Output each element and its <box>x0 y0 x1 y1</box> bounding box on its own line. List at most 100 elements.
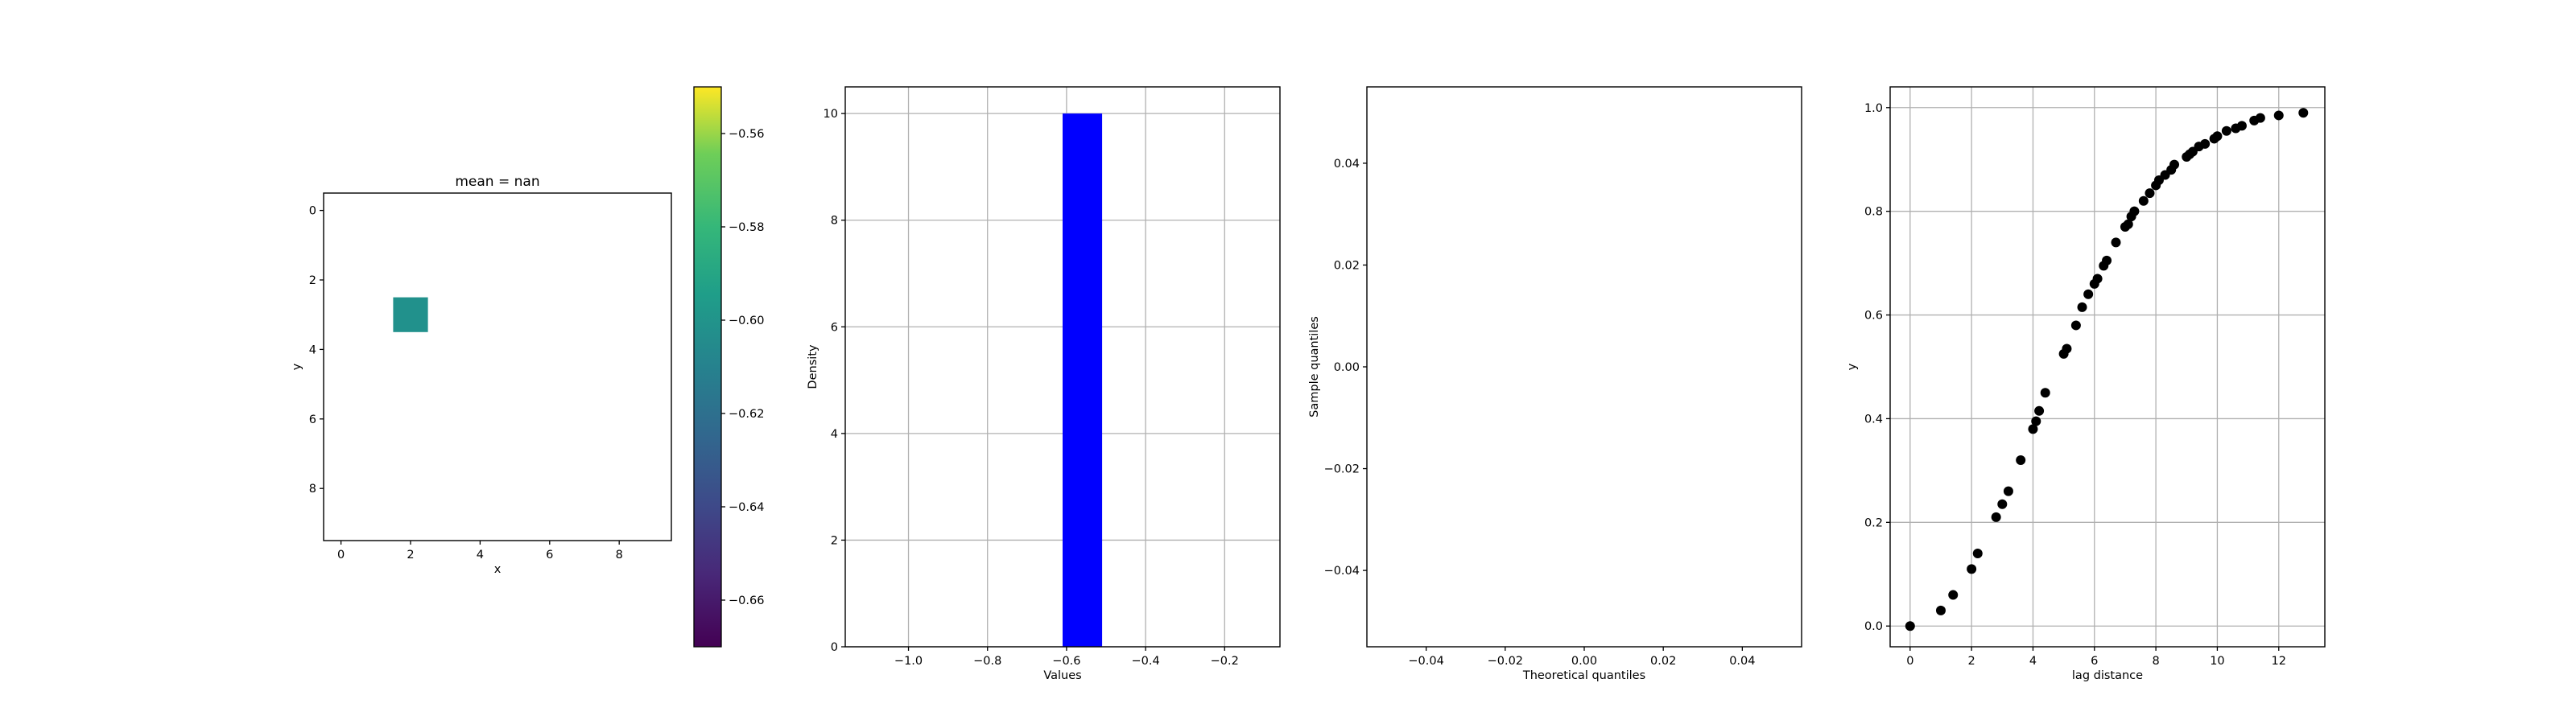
x-tick-label: 10 <box>2210 655 2224 668</box>
variogram-point <box>2236 121 2247 131</box>
y-tick-label: 2 <box>831 534 838 547</box>
y-tick-label: 4 <box>309 343 316 356</box>
y-tick-label: −0.04 <box>1324 565 1360 578</box>
variogram-point <box>2138 195 2149 206</box>
qq-x-label: Theoretical quantiles <box>1522 669 1645 682</box>
qq-y-label: Sample quantiles <box>1308 316 1321 418</box>
colorbar-ticks: −0.56 −0.58 −0.60 −0.62 −0.64 −0.66 <box>721 128 764 607</box>
x-tick-label: −0.02 <box>1488 655 1523 668</box>
variogram-point <box>2092 274 2103 284</box>
heatmap-title: mean = nan <box>455 174 539 190</box>
colorbar-tick-label: −0.62 <box>729 408 764 421</box>
variogram-x-ticks: 0 2 4 6 8 10 12 <box>1906 647 2286 668</box>
variogram-point <box>2062 343 2072 354</box>
histogram-bar <box>1063 113 1103 648</box>
y-tick-label: 0.04 <box>1334 158 1360 171</box>
colorbar-tick-label: −0.56 <box>729 128 764 141</box>
variogram-point <box>2016 455 2026 465</box>
histogram-y-label: Density <box>807 344 819 389</box>
x-tick-label: −0.4 <box>1131 655 1159 668</box>
y-tick-label: 0.0 <box>1864 620 1883 633</box>
heatmap-y-ticks: 0 2 4 6 8 <box>309 205 324 496</box>
variogram-point <box>2028 424 2038 434</box>
x-tick-label: −0.8 <box>973 655 1001 668</box>
y-tick-label: 4 <box>831 428 838 441</box>
y-tick-label: 0.4 <box>1864 413 1883 426</box>
variogram-point <box>1991 512 2001 522</box>
variogram-point <box>1967 564 1977 574</box>
x-tick-label: −0.04 <box>1408 655 1443 668</box>
variogram-point <box>1972 549 1983 558</box>
variogram-point <box>1997 499 2008 509</box>
variogram-point <box>2200 138 2211 149</box>
x-tick-label: 0.04 <box>1729 655 1755 668</box>
qq-panel: −0.04 −0.02 0.00 0.02 0.04 0.04 0.02 0.00 −0.02… <box>1308 86 1802 682</box>
x-tick-label: 4 <box>477 549 484 562</box>
variogram-points <box>1905 108 2309 631</box>
x-tick-label: 8 <box>616 549 623 562</box>
y-tick-label: 8 <box>309 483 316 496</box>
y-tick-label: 6 <box>309 413 316 426</box>
y-tick-label: 0 <box>309 205 316 218</box>
colorbar-gradient <box>693 86 722 648</box>
histogram-x-label: Values <box>1043 669 1081 682</box>
y-tick-label: 0 <box>831 641 838 654</box>
heatmap-panel: mean = nan 0 2 4 6 8 0 2 4 6 8 x y <box>291 174 672 576</box>
heatmap-x-ticks: 0 2 4 6 8 <box>337 541 623 562</box>
qq-frame <box>1366 86 1802 648</box>
x-tick-label: 6 <box>2091 655 2098 668</box>
x-tick-label: 0.02 <box>1650 655 1676 668</box>
variogram-point <box>1948 590 1959 600</box>
variogram-point <box>1935 605 1946 615</box>
variogram-point <box>2083 289 2094 299</box>
qq-x-ticks: −0.04 −0.02 0.00 0.02 0.04 <box>1408 647 1756 668</box>
variogram-point <box>2003 486 2013 496</box>
variogram-point <box>2145 188 2155 199</box>
heatmap-cells <box>393 297 428 332</box>
histogram-bars <box>1063 113 1103 648</box>
y-tick-label: 1.0 <box>1864 102 1883 115</box>
colorbar-tick-label: −0.60 <box>729 315 764 327</box>
y-tick-label: 0.2 <box>1864 516 1883 529</box>
variogram-point <box>2221 125 2231 136</box>
x-tick-label: 0.00 <box>1571 655 1597 668</box>
qq-y-ticks: 0.04 0.02 0.00 −0.02 −0.04 <box>1324 158 1367 578</box>
variogram-panel: 0 2 4 6 8 10 12 0.0 0.2 0.4 0.6 0.8 1.0 lag distanc… <box>1846 86 2326 682</box>
variogram-point <box>2273 110 2284 121</box>
x-tick-label: −0.2 <box>1211 655 1239 668</box>
y-tick-label: 0.8 <box>1864 206 1883 219</box>
variogram-grid <box>1890 87 2325 647</box>
heatmap-x-label: x <box>494 563 502 576</box>
variogram-point <box>2111 237 2121 248</box>
histogram-x-ticks: −1.0 −0.8 −0.6 −0.4 −0.2 <box>894 647 1239 668</box>
histogram-frame <box>844 86 1281 648</box>
x-tick-label: 12 <box>2272 655 2286 668</box>
colorbar-tick-label: −0.64 <box>729 501 764 514</box>
x-tick-label: 2 <box>407 549 414 562</box>
histogram-y-ticks: 0 2 4 6 8 10 <box>824 108 845 654</box>
variogram-point <box>2077 302 2087 312</box>
x-tick-label: 0 <box>1906 655 1913 668</box>
y-tick-label: 0.00 <box>1334 361 1360 374</box>
variogram-point <box>2129 206 2140 216</box>
variogram-point <box>2031 416 2041 426</box>
variogram-y-label: y <box>1846 363 1859 370</box>
x-tick-label: 6 <box>546 549 553 562</box>
variogram-point <box>2123 219 2133 229</box>
variogram-x-label: lag distance <box>2072 669 2143 682</box>
colorbar-tick-label: −0.66 <box>729 594 764 607</box>
x-tick-label: 4 <box>2029 655 2037 668</box>
x-tick-label: 0 <box>337 549 345 562</box>
variogram-point <box>2102 255 2112 265</box>
heatmap-cell <box>393 297 428 332</box>
heatmap-y-label: y <box>291 363 303 370</box>
y-tick-label: 6 <box>831 321 838 334</box>
x-tick-label: 2 <box>1968 655 1975 668</box>
histogram-panel: −1.0 −0.8 −0.6 −0.4 −0.2 0 2 4 6 8 10 Values Dens… <box>807 86 1281 682</box>
variogram-frame <box>1889 86 2326 648</box>
x-tick-label: −0.6 <box>1052 655 1080 668</box>
variogram-point <box>2070 320 2081 331</box>
variogram-y-ticks: 0.0 0.2 0.4 0.6 0.8 1.0 <box>1864 102 1890 633</box>
variogram-point <box>2040 388 2050 398</box>
